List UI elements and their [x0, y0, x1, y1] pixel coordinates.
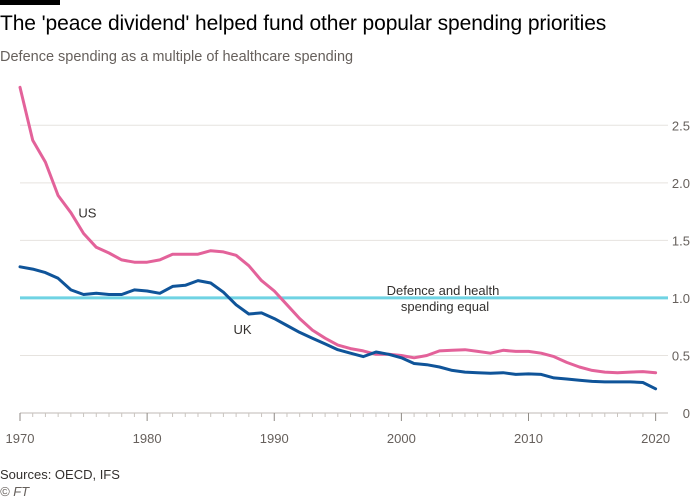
series-line-us: [18, 85, 658, 375]
reference-label: spending equal: [401, 299, 489, 314]
chart-title: The 'peace dividend' helped fund other p…: [0, 12, 607, 35]
y-tick-label: 1.0: [672, 291, 690, 306]
chart-subtitle: Defence spending as a multiple of health…: [0, 49, 354, 65]
y-tick-label: 1.5: [672, 233, 690, 248]
series-line-uk: [18, 265, 658, 391]
y-axis: 0 0.5 1.0 1.5 2.0 2.5: [672, 118, 690, 421]
series-label-us: US: [78, 206, 96, 221]
y-tick-label: 0.5: [672, 348, 690, 363]
gridlines: [20, 124, 668, 356]
source-note: Sources: OECD, IFS: [0, 467, 120, 482]
x-tick-label: 2000: [387, 431, 416, 446]
y-tick-label: 2.5: [672, 118, 690, 133]
series-lines: [18, 85, 658, 391]
x-axis: 1970 1980 1990 2000 2010 2020: [6, 412, 670, 446]
x-tick-label: 1990: [260, 431, 289, 446]
y-tick-label: 0: [683, 406, 690, 421]
brand-bar: [0, 0, 60, 5]
x-tick-label: 1970: [6, 431, 35, 446]
credit-note: © FT: [0, 484, 30, 499]
series-labels: US UK: [78, 206, 251, 337]
y-tick-label: 2.0: [672, 176, 690, 191]
x-tick-label: 2020: [641, 431, 670, 446]
x-tick-label: 1980: [133, 431, 162, 446]
series-label-uk: UK: [233, 322, 251, 337]
x-tick-label: 2010: [514, 431, 543, 446]
reference-label: Defence and health: [387, 283, 500, 298]
